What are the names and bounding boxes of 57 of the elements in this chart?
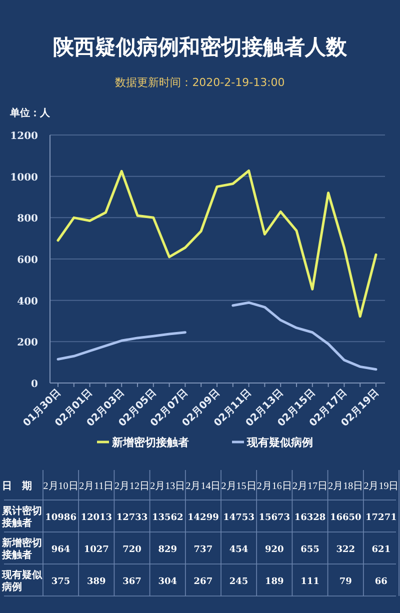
text: 2月13日	[150, 481, 186, 492]
y-tick-label: 1000	[10, 172, 38, 184]
text: 12733	[116, 513, 148, 523]
text: 655	[300, 545, 320, 555]
text: 111	[300, 577, 320, 587]
text: 189	[265, 577, 284, 587]
text: 13562	[152, 513, 184, 523]
legend-label: 新增密切接触者	[111, 436, 189, 449]
legend-label: 现有疑似病例	[246, 436, 313, 449]
text: 新增密切接触者	[1, 537, 42, 561]
text: 12013	[80, 513, 112, 523]
text: 737	[194, 545, 213, 555]
text: 日 期	[2, 480, 32, 492]
chart-subtitle: 数据更新时间：2020-2-19-13:00	[115, 76, 285, 89]
text: 79	[339, 577, 352, 587]
text: 375	[51, 577, 70, 587]
text: 829	[158, 545, 177, 555]
text: 720	[122, 545, 142, 555]
text: 389	[87, 577, 106, 587]
text: 322	[336, 545, 355, 555]
y-tick-label: 1200	[10, 131, 38, 142]
y-tick-label: 600	[17, 255, 38, 266]
y-tick-label: 800	[17, 214, 38, 225]
y-tick-label: 200	[17, 338, 38, 349]
text: 2月19日	[364, 481, 399, 492]
text: 16650	[330, 513, 362, 523]
text: 14753	[223, 513, 254, 523]
text: 17271	[366, 513, 397, 523]
text: 2月14日	[186, 481, 221, 492]
text: 2月17日	[292, 481, 328, 492]
text: 现有疑似病例	[1, 569, 43, 593]
text: 16328	[294, 513, 326, 523]
y-tick-label: 400	[17, 296, 38, 308]
text: 66	[374, 577, 388, 587]
text: 920	[265, 545, 284, 555]
line-series	[56, 170, 378, 318]
y-axis-title: 单位：人	[9, 107, 51, 119]
text: 累计密切接触者	[1, 505, 42, 529]
text: 2月10日	[43, 481, 78, 492]
text: 10986	[45, 513, 76, 523]
text: 2月16日	[256, 481, 292, 492]
text: 1027	[84, 545, 109, 555]
text: 454	[229, 545, 248, 555]
text: 621	[372, 545, 391, 555]
text: 14299	[188, 513, 219, 523]
text: 245	[229, 577, 248, 587]
text: 367	[122, 577, 142, 587]
text: 2月18日	[328, 481, 364, 492]
chart-title: 陕西疑似病例和密切接触者人数	[53, 35, 348, 59]
text: 2月15日	[221, 481, 256, 492]
text: 2月12日	[114, 481, 150, 492]
text: 304	[158, 577, 177, 587]
text: 15673	[258, 513, 290, 523]
text: 2月11日	[79, 481, 114, 492]
y-tick-label: 0	[31, 379, 38, 390]
text: 964	[51, 545, 70, 555]
text: 267	[194, 577, 213, 587]
